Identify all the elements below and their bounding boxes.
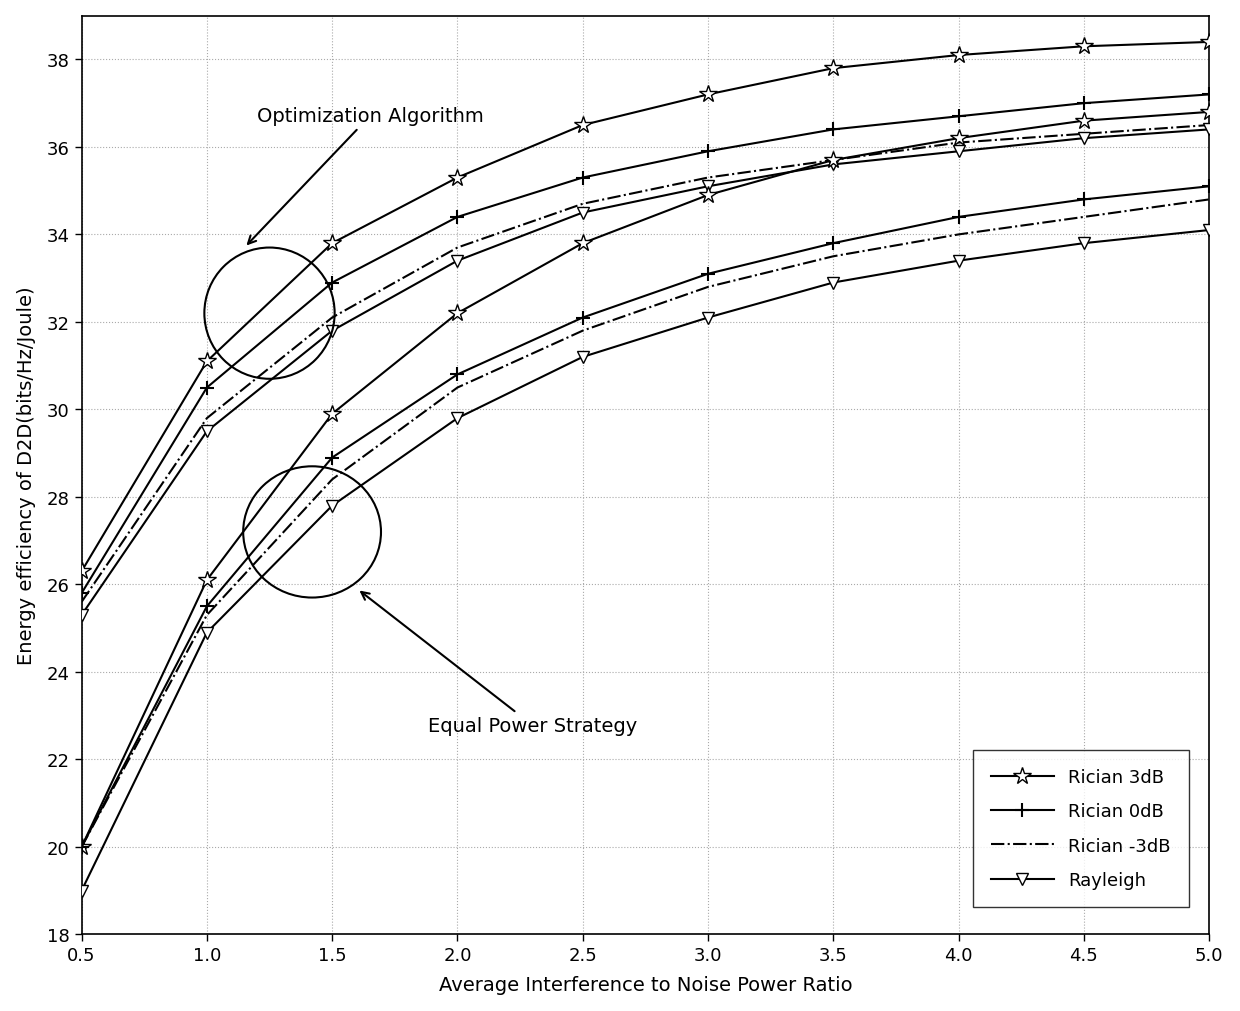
Legend: Rician 3dB, Rician 0dB, Rician -3dB, Rayleigh: Rician 3dB, Rician 0dB, Rician -3dB, Ray… [972, 750, 1189, 907]
X-axis label: Average Interference to Noise Power Ratio: Average Interference to Noise Power Rati… [439, 976, 852, 995]
Text: Optimization Algorithm: Optimization Algorithm [248, 107, 484, 245]
Text: Equal Power Strategy: Equal Power Strategy [361, 592, 637, 735]
Y-axis label: Energy efficiency of D2D(bits/Hz/Joule): Energy efficiency of D2D(bits/Hz/Joule) [16, 286, 36, 664]
